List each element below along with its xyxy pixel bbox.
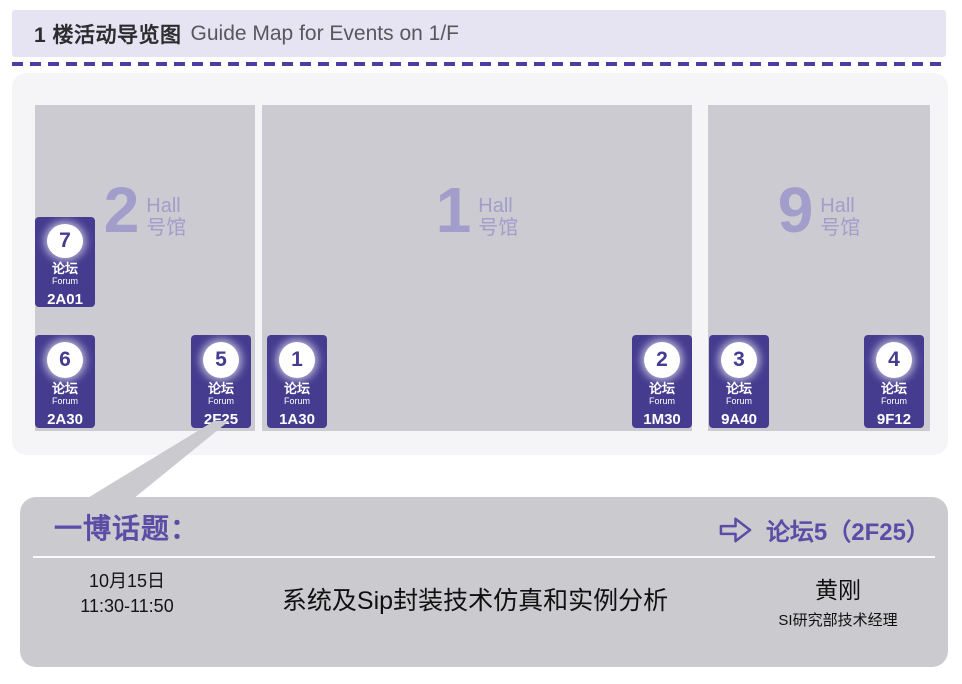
forum-5-label-en: Forum: [207, 396, 234, 406]
session-time: 10月15日 11:30-11:50: [80, 569, 173, 619]
hall-1-number: 1: [435, 174, 472, 246]
forum-2-number: 2: [644, 342, 680, 378]
location-label: 论坛5（2F25）: [765, 519, 930, 546]
detail-panel: 一博话题： 论坛5（2F25） 10月15日 11:30-11:50 系统及Si…: [20, 497, 948, 667]
speaker-name: 黄刚: [815, 577, 861, 603]
forum-7-label-cn: 论坛: [51, 261, 78, 276]
session-date: 10月15日: [88, 571, 166, 591]
forum-5-label-cn: 论坛: [207, 381, 234, 396]
map-container: 2 Hall 号馆 1 Hall 号馆 9 Hall 号馆 7 论坛 Forum: [12, 73, 948, 455]
forum-6-label-cn: 论坛: [51, 381, 78, 396]
header-bar: 1 楼活动导览图 Guide Map for Events on 1/F: [12, 10, 946, 57]
hall-1: 1 Hall 号馆: [262, 105, 692, 431]
forum-5-number: 5: [203, 342, 239, 378]
forum-7-label-en: Forum: [51, 276, 78, 286]
forum-3-number: 3: [721, 342, 757, 378]
hall-1-label: 1 Hall 号馆: [262, 174, 692, 246]
forum-6-room-code: 2A30: [47, 411, 83, 428]
forum-3-room-code: 9A40: [721, 411, 757, 428]
forum-3-label-cn: 论坛: [725, 381, 752, 396]
hall-9-number: 9: [777, 174, 814, 246]
forum-badge-1: 1 论坛 Forum 1A30: [267, 335, 327, 428]
forum-badge-3: 3 论坛 Forum 9A40: [709, 335, 769, 428]
hall-1-label-en: Hall: [478, 195, 513, 217]
hall-2-label-cn: 号馆: [146, 216, 187, 239]
forum-1-label-en: Forum: [283, 396, 310, 406]
panel-divider: [33, 556, 935, 558]
forum-1-label-cn: 论坛: [283, 381, 310, 396]
session-hours: 11:30-11:50: [80, 595, 174, 616]
forum-badge-2: 2 论坛 Forum 1M30: [632, 335, 692, 428]
hall-2-number: 2: [103, 174, 140, 246]
forum-2-room-code: 1M30: [643, 411, 681, 428]
forum-badge-7: 7 论坛 Forum 2A01: [35, 217, 95, 307]
forum-badge-4: 4 论坛 Forum 9F12: [864, 335, 924, 428]
session-topic: 系统及Sip封装技术仿真和实例分析: [281, 587, 669, 615]
forum-3-label-en: Forum: [725, 396, 752, 406]
right-arrow-icon: [719, 517, 752, 542]
speaker-block: 黄刚 SI研究部技术经理: [778, 571, 897, 630]
hall-1-label-cn: 号馆: [478, 216, 519, 239]
hall-9-label-cn: 号馆: [820, 216, 861, 239]
forum-1-number: 1: [279, 342, 315, 378]
forum-5-room-code: 2F25: [203, 411, 239, 428]
forum-2-label-cn: 论坛: [648, 381, 675, 396]
location-pointer: 论坛5（2F25）: [718, 512, 930, 547]
forum-7-room-code: 2A01: [47, 291, 83, 308]
forum-4-label-en: Forum: [880, 396, 907, 406]
hall-2-label: 2 Hall 号馆: [35, 174, 255, 246]
forum-7-number: 7: [47, 224, 83, 258]
forum-badge-5: 5 论坛 Forum 2F25: [191, 335, 251, 428]
forum-4-number: 4: [876, 342, 912, 378]
hall-9-label: 9 Hall 号馆: [708, 174, 930, 246]
forum-4-label-cn: 论坛: [880, 381, 907, 396]
hall-9-label-en: Hall: [820, 195, 855, 217]
page-title-cn: 1 楼活动导览图: [34, 23, 182, 47]
forum-1-room-code: 1A30: [279, 411, 315, 428]
dashed-divider: [12, 62, 946, 66]
forum-4-room-code: 9F12: [876, 411, 912, 428]
panel-title: 一博话题：: [54, 513, 200, 544]
forum-6-label-en: Forum: [51, 396, 78, 406]
forum-2-label-en: Forum: [648, 396, 675, 406]
hall-2-label-en: Hall: [146, 195, 181, 217]
forum-6-number: 6: [47, 342, 83, 378]
forum-badge-6: 6 论坛 Forum 2A30: [35, 335, 95, 428]
page-title-en: Guide Map for Events on 1/F: [190, 21, 459, 45]
speaker-title: SI研究部技术经理: [778, 612, 898, 629]
